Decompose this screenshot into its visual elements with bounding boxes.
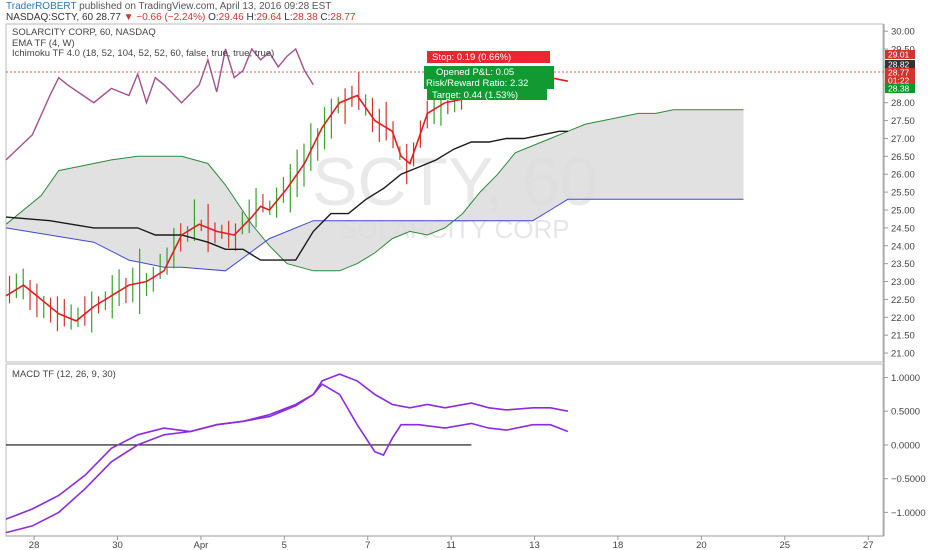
- price-badge: [885, 84, 915, 93]
- price-tick-label: 22.00: [891, 313, 915, 324]
- macd-axis: 1.0000 0.5000 0.0000 −0.5000 −1.0000: [884, 373, 926, 519]
- price-tick-label: 27.50: [891, 116, 915, 127]
- price-tick-label: 21.50: [891, 331, 915, 342]
- time-tick-label: 25: [779, 540, 790, 550]
- time-axis: 28 30 Apr 5 7 11 13 18 20 25 27: [29, 536, 874, 550]
- series-title: SOLARCITY CORP, 60, NASDAQ: [12, 27, 156, 38]
- price-tick-label: 23.00: [891, 277, 915, 288]
- time-tick-label: 13: [529, 540, 540, 550]
- price-tick-label: 23.50: [891, 259, 915, 270]
- price-change: −0.66 (−2.24%): [136, 12, 206, 23]
- publisher-name[interactable]: TraderROBERT: [6, 1, 77, 12]
- last-price: 28.77: [95, 12, 121, 23]
- symbol-label: NASDAQ:SCTY, 60: [6, 12, 94, 23]
- macd-tick-label: −1.0000: [891, 508, 926, 519]
- stop-label: Stop: 0.19 (0.66%): [432, 52, 511, 63]
- time-tick-label: 28: [29, 540, 40, 550]
- low-label: L:: [284, 12, 293, 23]
- macd-tick-label: 0.0000: [891, 440, 920, 451]
- low-value: 28.38: [292, 12, 318, 23]
- price-badge-label: 01:22: [888, 76, 910, 86]
- open-value: 29.46: [218, 12, 244, 23]
- ema-line: [5, 47, 314, 161]
- price-badge-label: 28.77: [888, 68, 910, 78]
- pnl-label: Opened P&L: 0.05: [436, 67, 514, 78]
- publisher-line: TraderROBERT published on TradingView.co…: [6, 1, 331, 12]
- ema-legend[interactable]: EMA TF (4, W): [12, 38, 75, 49]
- macd-line: [5, 383, 569, 520]
- ratio-label: Risk/Reward Ratio: 2.32: [426, 78, 528, 89]
- kijun-line: [5, 130, 568, 261]
- price-badge-label: 28.82: [888, 60, 910, 70]
- ichimoku-legend[interactable]: Ichimoku TF 4.0 (18, 52, 104, 52, 52, 60…: [12, 48, 275, 59]
- price-badge: [885, 50, 915, 59]
- price-tick-label: 25.00: [891, 205, 915, 216]
- price-tick-label: 25.50: [891, 188, 915, 199]
- macd-pane: [5, 373, 569, 534]
- price-tick-label: 22.50: [891, 295, 915, 306]
- pnl-box: [424, 66, 554, 89]
- published-text: published on TradingView.com, April 13, …: [79, 1, 332, 12]
- open-label: O:: [208, 12, 219, 23]
- time-tick-label: 11: [446, 540, 456, 550]
- time-tick-label: 18: [613, 540, 624, 550]
- price-tick-label: 27.00: [891, 134, 915, 145]
- price-tick-label: 26.50: [891, 152, 915, 163]
- signal-line: [5, 373, 569, 534]
- position-tool[interactable]: Stop: 0.19 (0.66%) Opened P&L: 0.05 Risk…: [424, 51, 554, 101]
- close-value: 28.77: [330, 12, 356, 23]
- time-tick-label: Apr: [194, 540, 209, 550]
- span-a-line: [5, 109, 744, 272]
- price-badge: [885, 76, 915, 85]
- span-b-line: [5, 198, 744, 272]
- price-tick-label: 30.00: [891, 27, 915, 38]
- time-tick-label: 5: [282, 540, 287, 550]
- macd-tick-label: 0.5000: [891, 407, 920, 418]
- high-label: H:: [246, 12, 257, 23]
- down-arrow-icon: ▼: [123, 12, 134, 23]
- price-badge-label: 29.01: [888, 50, 910, 60]
- time-tick-label: 7: [365, 540, 370, 550]
- price-tick-label: 24.00: [891, 241, 915, 252]
- target-box: [427, 89, 547, 100]
- price-tick-label: 28.00: [891, 98, 915, 109]
- chart-header: TraderROBERT published on TradingView.co…: [0, 0, 932, 24]
- macd-tick-label: −0.5000: [891, 474, 926, 485]
- macd-tick-label: 1.0000: [891, 373, 920, 384]
- high-value: 29.64: [256, 12, 282, 23]
- price-tick-label: 26.00: [891, 170, 915, 181]
- time-tick-label: 27: [863, 540, 874, 550]
- price-badge-label: 28.38: [888, 84, 910, 94]
- price-badge: [885, 68, 915, 77]
- target-label: Target: 0.44 (1.53%): [432, 90, 518, 101]
- price-tick-label: 24.50: [891, 223, 915, 234]
- price-badge: [885, 60, 915, 69]
- price-tick-label: 21.00: [891, 349, 915, 360]
- time-tick-label: 30: [112, 540, 123, 550]
- quote-line: NASDAQ:SCTY, 60 28.77 ▼ −0.66 (−2.24%) O…: [6, 12, 355, 23]
- time-tick-label: 20: [696, 540, 707, 550]
- macd-pane-border: [5, 363, 884, 537]
- close-label: C:: [320, 12, 331, 23]
- macd-legend[interactable]: MACD TF (12, 26, 9, 30): [12, 369, 116, 380]
- stop-box: [427, 51, 550, 63]
